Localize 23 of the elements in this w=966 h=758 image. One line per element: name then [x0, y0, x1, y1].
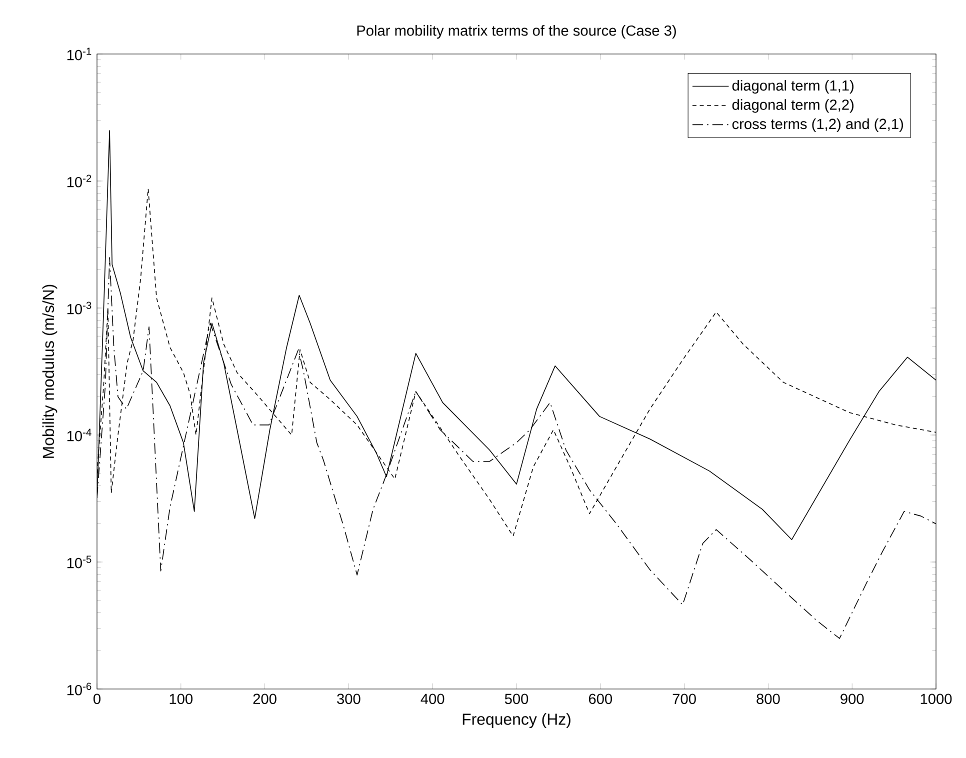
x-tick-label: 900 — [840, 694, 864, 704]
x-axis-title: Frequency (Hz) — [462, 713, 570, 728]
x-tick-label: 600 — [588, 694, 612, 704]
chart-title: Polar mobility matrix terms of the source (Case 3) — [357, 25, 676, 39]
x-tick-label: 1000 — [920, 694, 952, 704]
x-tick-label: 800 — [756, 694, 780, 704]
x-tick-label: 400 — [420, 694, 444, 704]
x-tick-label: 200 — [253, 694, 276, 704]
y-axis-title: Mobility modulus (m/s/N) — [42, 284, 58, 458]
legend-label: diagonal term (2,2) — [732, 99, 854, 113]
x-tick-label: 700 — [672, 694, 696, 704]
x-tick-label: 500 — [504, 694, 528, 704]
y-tick-label: 10$^{-1}$ — [67, 48, 92, 60]
legend-label: cross terms (1,2) and (2,1) — [732, 118, 904, 132]
y-tick-label: 10$^{-5}$ — [67, 556, 92, 568]
y-tick-label: 10$^{-3}$ — [67, 302, 92, 314]
y-tick-label: 10$^{-6}$ — [67, 682, 92, 696]
y-tick-label: 10$^{-4}$ — [67, 428, 92, 442]
y-tick-label: 10$^{-2}$ — [67, 174, 92, 188]
legend-label: diagonal term (1,1) — [732, 80, 854, 94]
x-tick-label: 300 — [337, 694, 360, 704]
x-tick-label: 0 — [94, 694, 100, 704]
x-tick-label: 100 — [170, 694, 192, 704]
